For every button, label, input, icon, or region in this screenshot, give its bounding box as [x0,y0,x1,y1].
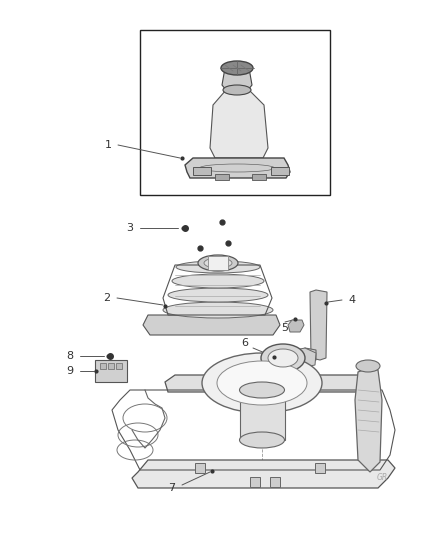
Ellipse shape [168,288,268,302]
Bar [271,167,289,175]
Ellipse shape [261,344,305,372]
Text: 3: 3 [127,223,134,233]
Polygon shape [210,90,268,158]
Ellipse shape [221,61,253,75]
Bar [195,463,205,473]
Ellipse shape [268,349,298,367]
Bar [100,363,106,369]
Ellipse shape [199,164,275,172]
Text: 1: 1 [105,140,112,150]
Ellipse shape [217,361,307,405]
Bar [240,390,285,440]
Bar [95,360,127,382]
Ellipse shape [240,382,285,398]
Text: 2: 2 [103,293,110,303]
Text: 5: 5 [282,323,289,333]
Polygon shape [143,315,280,335]
Bar [193,167,211,175]
Bar [270,477,280,487]
Text: 7: 7 [169,483,176,493]
Ellipse shape [172,274,264,288]
Text: 9: 9 [67,366,74,376]
Ellipse shape [163,302,273,318]
Ellipse shape [204,258,232,268]
Text: GR: GR [376,473,388,482]
Text: 6: 6 [241,338,248,348]
Bar [116,363,122,369]
Text: 4: 4 [349,295,356,305]
Polygon shape [283,348,316,368]
Ellipse shape [176,261,260,273]
Ellipse shape [223,85,251,95]
Bar [315,463,325,473]
Polygon shape [132,460,395,488]
Ellipse shape [356,360,380,372]
Polygon shape [288,320,304,332]
Bar [250,477,260,487]
Text: 8: 8 [67,351,74,361]
Ellipse shape [240,432,285,448]
Polygon shape [296,348,316,368]
Polygon shape [310,290,327,360]
Polygon shape [165,375,378,392]
Bar [108,363,114,369]
Ellipse shape [202,353,322,413]
Bar [252,174,266,180]
Bar [215,174,229,180]
Bar [208,256,228,270]
Polygon shape [355,368,382,472]
Polygon shape [222,68,252,90]
Bar [140,30,330,195]
Ellipse shape [198,255,238,271]
Polygon shape [185,158,290,178]
